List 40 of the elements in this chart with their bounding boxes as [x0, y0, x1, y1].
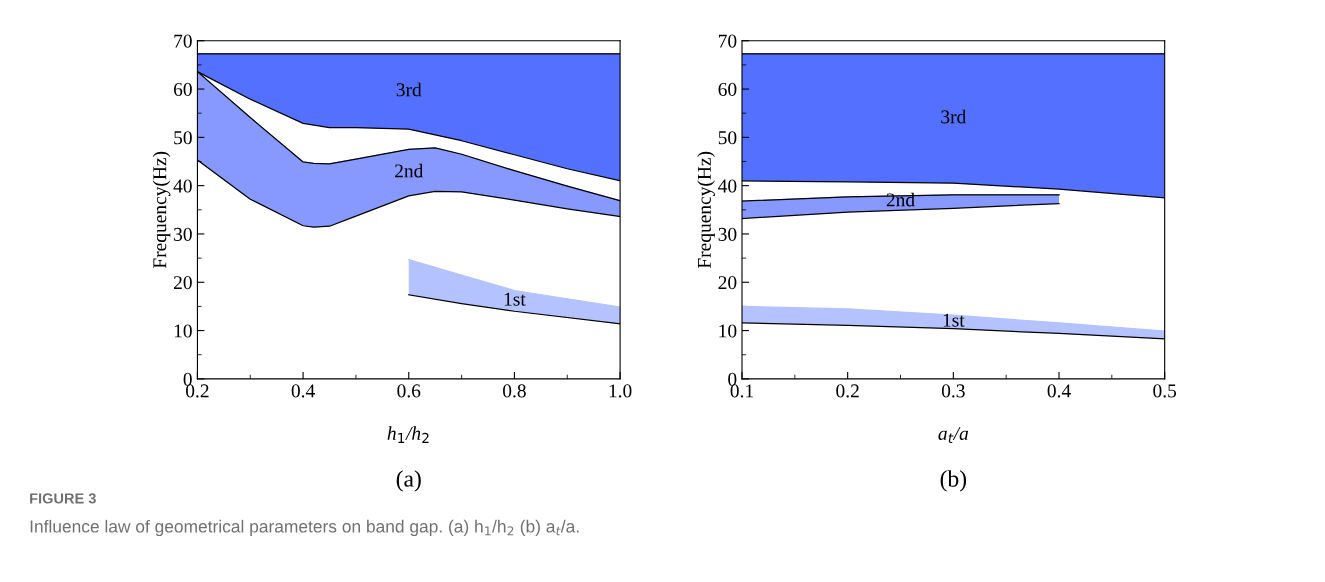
- y-tick-label: 10: [719, 324, 737, 338]
- y-tick-label: 70: [718, 34, 737, 48]
- x-tick-label: 0.1: [730, 384, 753, 398]
- y-tick-label: 40: [718, 179, 737, 193]
- annotation: 1st: [943, 313, 965, 327]
- annotation: 3rd: [941, 109, 967, 124]
- annotation: 2nd: [886, 192, 915, 207]
- x-tick-label: 0.4: [291, 384, 315, 398]
- text: Influence law of geometrical parameters on band gap. (a) h$_{1}$/h$_{2}$ (b) a$_{t}$/a.: [30, 519, 579, 537]
- x-tick-label: 0.4: [1047, 384, 1071, 398]
- text: (b): [940, 470, 967, 492]
- x-axis-title: a$_{t}$/a: [938, 427, 969, 444]
- annotation: 3rd: [396, 82, 422, 97]
- x-tick-label: 0.2: [836, 384, 859, 398]
- x-axis-title: h$_{1}$/h$_{2}$: [387, 426, 429, 443]
- y-tick-label: 60: [173, 82, 192, 96]
- y-tick-label: 10: [174, 324, 192, 338]
- y-tick-label: 40: [173, 179, 192, 193]
- annotation: 2nd: [395, 163, 424, 178]
- y-axis-title: Frequency(Hz): [152, 151, 171, 269]
- x-tick-label: 0.2: [186, 384, 209, 398]
- x-tick-label: 0.3: [941, 384, 965, 398]
- y-tick-label: 50: [718, 131, 737, 145]
- y-tick-label: 70: [174, 34, 192, 48]
- x-tick-label: 1.0: [609, 384, 632, 398]
- x-tick-label: 0.5: [1153, 384, 1177, 398]
- annotation: 1st: [504, 292, 526, 306]
- x-tick-label: 0.6: [397, 384, 421, 398]
- y-axis-title: Frequency(Hz): [697, 151, 715, 269]
- y-tick-label: 30: [718, 227, 737, 241]
- y-tick-label: 20: [718, 276, 737, 290]
- caption: FIGURE 3: [30, 493, 96, 504]
- y-tick-label: 0: [728, 372, 737, 386]
- text: (a): [396, 470, 421, 492]
- y-tick-label: 0: [183, 372, 192, 386]
- y-tick-label: 30: [174, 227, 192, 241]
- y-tick-label: 50: [174, 131, 192, 145]
- y-tick-label: 20: [173, 276, 192, 290]
- y-tick-label: 60: [718, 82, 737, 96]
- x-tick-label: 0.8: [503, 384, 526, 398]
